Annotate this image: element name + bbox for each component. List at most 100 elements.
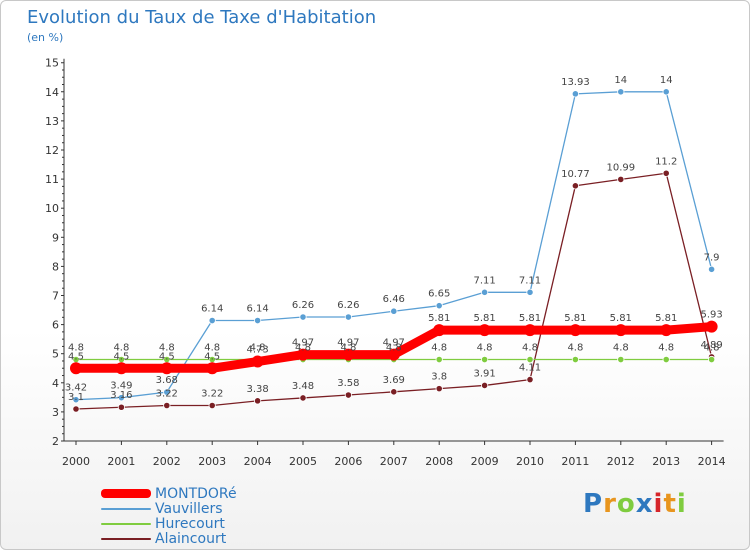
data-label: 3.69 bbox=[383, 375, 405, 386]
data-label: 7.11 bbox=[473, 275, 495, 286]
data-point bbox=[614, 324, 627, 337]
data-label: 4.97 bbox=[383, 338, 405, 349]
data-point bbox=[344, 391, 352, 399]
y-tick-label: 4 bbox=[52, 377, 59, 390]
data-point bbox=[342, 348, 355, 361]
data-label: 5.81 bbox=[564, 313, 586, 324]
data-label: 3.22 bbox=[156, 388, 178, 399]
data-label: 4.5 bbox=[68, 351, 84, 362]
data-point bbox=[206, 362, 219, 375]
logo-letter: o bbox=[616, 489, 636, 519]
data-label: 3.91 bbox=[473, 368, 495, 379]
data-point bbox=[617, 175, 625, 183]
data-label: 4.5 bbox=[113, 351, 129, 362]
data-label: 4.8 bbox=[386, 343, 402, 354]
y-tick-label: 8 bbox=[52, 260, 59, 273]
data-label: 5.81 bbox=[610, 313, 632, 324]
data-point bbox=[70, 362, 82, 375]
data-point bbox=[705, 320, 718, 333]
data-label: 4.97 bbox=[337, 338, 359, 349]
y-tick-label: 7 bbox=[52, 290, 59, 303]
data-label: 4.8 bbox=[204, 343, 220, 354]
data-label: 3.1 bbox=[68, 392, 84, 403]
data-label: 4.8 bbox=[431, 343, 447, 354]
data-point bbox=[707, 355, 716, 364]
y-tick-label: 14 bbox=[45, 86, 59, 99]
data-point bbox=[297, 348, 309, 361]
logo-letter: t bbox=[663, 489, 677, 519]
data-label: 6.14 bbox=[246, 304, 268, 315]
legend-swatch bbox=[101, 507, 151, 510]
legend-swatch bbox=[101, 489, 151, 498]
y-tick-label: 15 bbox=[45, 57, 59, 70]
proxiti-logo: Proxiti bbox=[583, 489, 687, 519]
data-label: 7.11 bbox=[519, 275, 541, 286]
x-tick-label: 2004 bbox=[244, 455, 272, 468]
chart-subtitle: (en %) bbox=[27, 31, 64, 44]
data-point bbox=[524, 324, 536, 337]
data-label: 3.22 bbox=[201, 388, 223, 399]
x-tick-label: 2007 bbox=[380, 455, 408, 468]
data-point bbox=[390, 307, 398, 315]
data-label: 3.58 bbox=[337, 378, 359, 389]
data-point bbox=[117, 394, 126, 402]
data-point bbox=[571, 355, 580, 364]
data-point bbox=[72, 405, 80, 413]
data-point bbox=[526, 355, 534, 364]
logo-letter: r bbox=[603, 489, 617, 519]
data-point bbox=[662, 355, 670, 364]
data-label: 3.38 bbox=[246, 384, 268, 395]
data-point bbox=[617, 355, 625, 364]
data-label: 4.5 bbox=[204, 351, 220, 362]
data-label: 4.8 bbox=[113, 343, 129, 354]
data-label: 4.8 bbox=[658, 343, 674, 354]
x-tick-label: 2011 bbox=[561, 455, 589, 468]
data-label: 4.97 bbox=[292, 338, 314, 349]
data-label: 6.65 bbox=[428, 289, 450, 300]
y-tick-label: 10 bbox=[45, 202, 59, 215]
data-label: 4.8 bbox=[159, 343, 175, 354]
legend-label: MONTDORé bbox=[155, 485, 237, 502]
data-point bbox=[299, 394, 307, 402]
y-tick-label: 9 bbox=[52, 231, 59, 244]
x-tick-label: 2008 bbox=[425, 455, 453, 468]
data-label: 13.93 bbox=[561, 77, 590, 88]
data-label: 4.89 bbox=[700, 340, 722, 351]
data-point bbox=[435, 302, 443, 310]
data-label: 4.8 bbox=[567, 343, 583, 354]
data-point bbox=[435, 385, 443, 393]
y-tick-label: 11 bbox=[45, 173, 59, 186]
data-point bbox=[480, 381, 489, 390]
data-label: 3.48 bbox=[292, 381, 314, 392]
data-point bbox=[208, 316, 216, 325]
x-tick-label: 2001 bbox=[107, 455, 135, 468]
y-tick-label: 3 bbox=[52, 406, 59, 419]
data-point bbox=[433, 324, 446, 337]
x-tick-label: 2006 bbox=[334, 455, 362, 468]
x-tick-label: 2002 bbox=[153, 455, 181, 468]
data-point bbox=[344, 313, 352, 321]
data-point bbox=[569, 324, 582, 337]
data-point bbox=[660, 324, 673, 337]
data-label: 6.46 bbox=[383, 294, 405, 305]
x-tick-label: 2000 bbox=[62, 455, 90, 468]
data-label: 6.14 bbox=[201, 304, 223, 315]
legend-item: Vauvillers bbox=[101, 501, 223, 517]
legend-label: Hurecourt bbox=[155, 515, 225, 532]
data-point bbox=[387, 348, 400, 361]
data-label: 3.42 bbox=[65, 383, 87, 394]
logo-letter: x bbox=[635, 489, 654, 519]
data-point bbox=[480, 355, 489, 364]
legend-swatch bbox=[101, 537, 151, 540]
x-tick-label: 2010 bbox=[516, 455, 544, 468]
data-label: 10.77 bbox=[561, 169, 590, 180]
data-label: 4.8 bbox=[340, 343, 356, 354]
data-point bbox=[526, 375, 534, 384]
y-tick-label: 13 bbox=[45, 115, 59, 128]
data-point bbox=[117, 403, 126, 411]
data-label: 4.8 bbox=[295, 343, 311, 354]
data-label: 4.8 bbox=[477, 343, 493, 354]
data-label: 4.11 bbox=[519, 363, 541, 374]
data-point bbox=[571, 182, 580, 190]
